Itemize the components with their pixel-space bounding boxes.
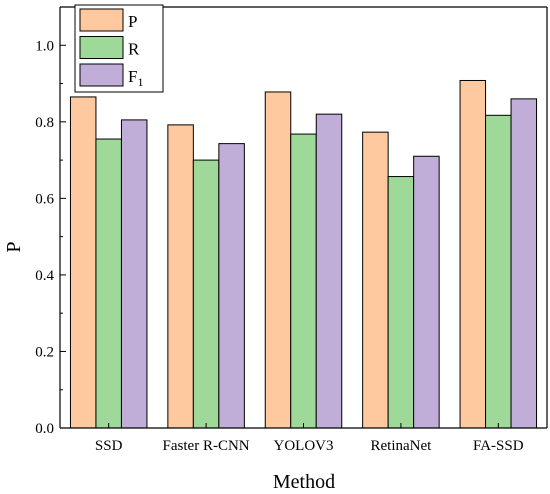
- legend-label-subscript: 1: [137, 75, 143, 89]
- bar-f1-ssd: [120, 119, 148, 429]
- bar-r-faster-r-cnn: [192, 159, 220, 429]
- y-tick-label: 0.4: [35, 268, 54, 284]
- x-tick-label: RetinaNet: [370, 438, 432, 454]
- legend-swatch-f1: [79, 63, 124, 87]
- x-tick-label: FA-SSD: [473, 438, 524, 454]
- x-tick-label: Faster R-CNN: [163, 438, 250, 454]
- bar-p-retinanet: [362, 131, 389, 429]
- y-tick-label: 1.0: [35, 38, 54, 54]
- bar-f1-yolov3: [315, 113, 343, 429]
- x-ticks-group: SSD Faster R-CNN YOLOV3 RetinaNet FA-SSD: [95, 423, 524, 454]
- bars-group: [69, 79, 538, 429]
- bar-p-faster-r-cnn: [167, 124, 194, 429]
- legend-label: R: [128, 40, 140, 59]
- y-tick-label: 0.2: [35, 344, 54, 360]
- bar-r-ssd: [95, 138, 122, 429]
- y-ticks-group: 0.0 0.2 0.4 0.6 0.8 1.0: [35, 38, 66, 437]
- bar-r-fa-ssd: [485, 114, 512, 429]
- x-tick-label: SSD: [95, 438, 123, 454]
- bar-f1-faster-r-cnn: [218, 143, 245, 429]
- legend-swatch-p: [79, 8, 124, 32]
- y-axis-title: P: [3, 241, 25, 252]
- y-tick-label: 0.8: [35, 115, 54, 131]
- x-axis-title: Method: [273, 471, 335, 493]
- bar-p-yolov3: [264, 91, 292, 429]
- bar-r-yolov3: [290, 133, 317, 429]
- legend-label: P: [128, 12, 137, 31]
- bar-p-ssd: [69, 96, 97, 429]
- y-tick-label: 0.0: [35, 421, 54, 437]
- y-tick-label: 0.6: [35, 191, 54, 207]
- bar-r-retinanet: [387, 176, 415, 429]
- x-tick-label: YOLOV3: [274, 438, 334, 454]
- legend-swatch-r: [79, 36, 124, 59]
- bar-p-fa-ssd: [459, 79, 487, 429]
- bar-f1-retinanet: [413, 155, 440, 429]
- bar-f1-fa-ssd: [510, 98, 538, 429]
